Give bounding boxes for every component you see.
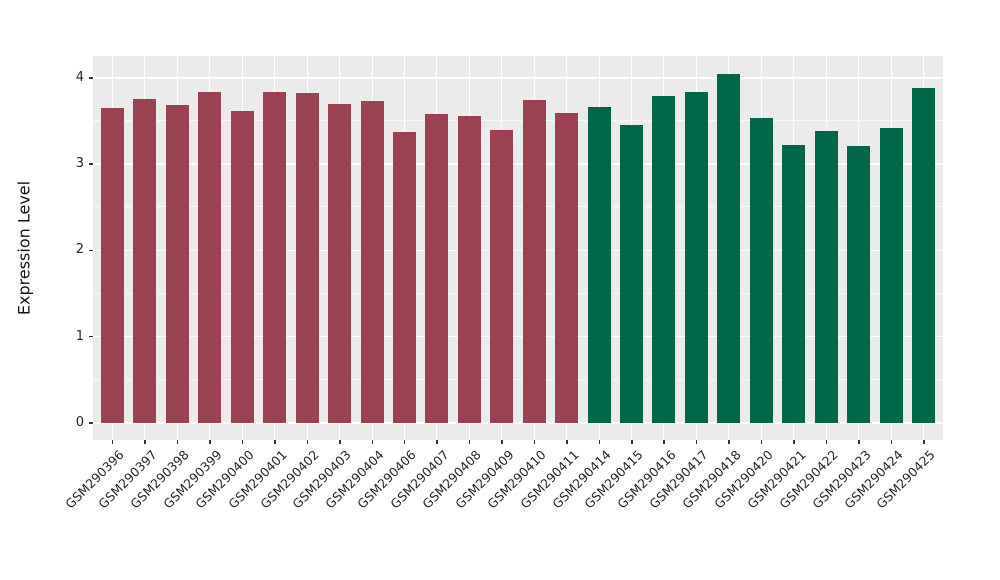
bar-GSM290409 [490,129,514,423]
bar-GSM290404 [360,101,384,423]
bar-GSM290402 [295,93,319,423]
gridline-major [93,163,943,165]
x-tick-mark [436,440,438,444]
bar-GSM290414 [587,107,611,423]
y-tick-label: 4 [75,69,84,85]
y-tick-mark [89,335,93,338]
bar-GSM290425 [912,88,936,423]
bar-GSM290408 [457,115,481,423]
x-tick-mark [501,440,503,444]
bar-GSM290406 [392,132,416,423]
bar-GSM290415 [620,125,644,423]
x-tick-mark [631,440,633,444]
x-tick-mark [890,440,893,444]
x-tick-mark [923,440,925,444]
x-tick-mark [209,440,211,444]
bar-GSM290422 [814,131,838,423]
bar-GSM290397 [133,98,157,423]
y-tick-mark [89,163,93,165]
gridline-minor [93,206,943,208]
x-tick-mark [468,440,471,444]
bar-GSM290411 [555,113,579,423]
gridline-major [93,77,943,79]
x-tick-mark [728,440,730,444]
bar-GSM290423 [847,145,871,423]
gridline-minor [93,378,943,380]
x-tick-mark [306,440,309,444]
bar-GSM290407 [425,114,449,423]
y-tick-label: 1 [75,328,84,344]
x-tick-mark [598,440,601,444]
y-tick-label: 2 [75,242,84,258]
gridline-minor [93,119,943,121]
x-tick-mark [760,440,763,444]
x-tick-mark [663,440,665,444]
x-tick-mark [825,440,828,444]
bar-GSM290420 [749,118,773,423]
bar-GSM290418 [717,74,741,423]
gridline-major [93,335,943,338]
gridline-major [93,422,943,424]
x-tick-mark [403,440,406,444]
bar-GSM290410 [522,100,546,423]
x-tick-mark [274,440,276,444]
bar-GSM290396 [100,108,124,423]
y-tick-label: 3 [75,156,84,172]
bar-GSM290416 [652,95,676,423]
bar-GSM290399 [198,92,222,423]
y-tick-mark [89,77,93,79]
y-tick-mark [89,422,93,424]
x-tick-mark [533,440,536,444]
x-tick-mark [566,440,568,444]
bar-GSM290417 [684,92,708,423]
x-tick-mark [176,440,179,444]
bar-GSM290403 [328,103,352,423]
x-tick-mark [371,440,373,444]
x-tick-mark [111,440,114,444]
bar-GSM290398 [165,105,189,423]
x-tick-mark [339,440,341,444]
y-tick-mark [89,249,93,252]
bar-GSM290401 [263,92,287,423]
gridline-minor [93,292,943,294]
bar-GSM290421 [782,145,806,423]
x-tick-mark [695,440,698,444]
x-tick-mark [858,440,860,444]
y-tick-label: 0 [75,415,84,430]
x-tick-mark [793,440,795,444]
gridline-major [93,249,943,252]
bar-GSM290400 [230,110,254,423]
x-tick-mark [144,440,146,444]
x-tick-mark [241,440,244,444]
plot-panel [93,56,943,440]
bar-GSM290424 [879,127,903,423]
